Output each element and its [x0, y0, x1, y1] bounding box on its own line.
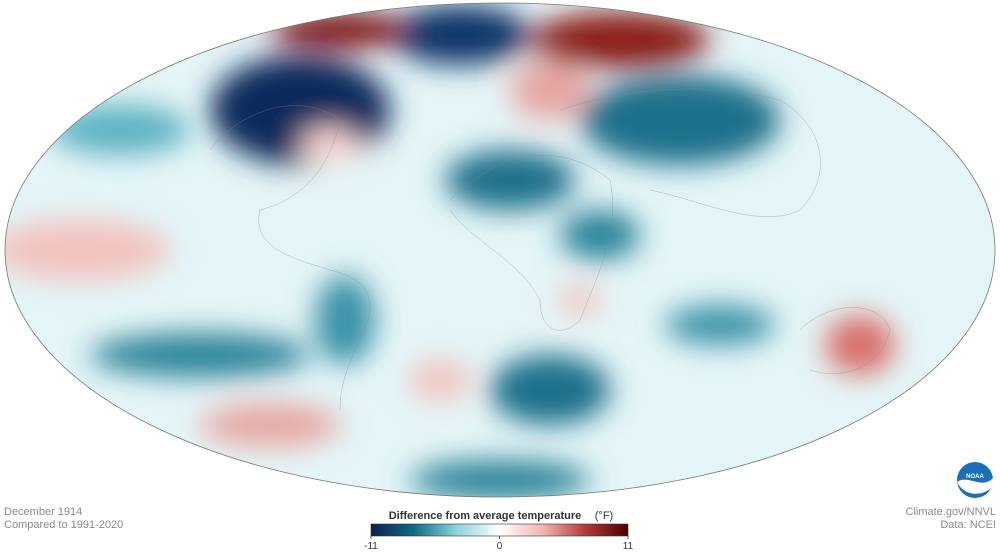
noaa-logo-text: NOAA — [966, 474, 984, 480]
credit-source: Climate.gov/NNVL — [906, 506, 996, 518]
tick-label: 11 — [623, 541, 634, 552]
world-map: NOAA — [4, 2, 996, 498]
tick-label: 0 — [497, 541, 503, 552]
legend: Difference from average temperature (°F)… — [364, 510, 633, 552]
caption-date: December 1914 — [4, 506, 82, 518]
anomaly-field — [5, 5, 895, 497]
caption-baseline: Compared to 1991-2020 — [4, 519, 123, 531]
credit-data: Data: NCEI — [940, 519, 996, 531]
legend-unit: (°F) — [595, 510, 613, 522]
legend-title: Difference from average temperature — [389, 510, 582, 522]
coastlines — [209, 88, 891, 411]
color-scale — [370, 523, 629, 537]
noaa-logo-wave — [957, 478, 993, 494]
tick-label: -11 — [364, 541, 378, 552]
